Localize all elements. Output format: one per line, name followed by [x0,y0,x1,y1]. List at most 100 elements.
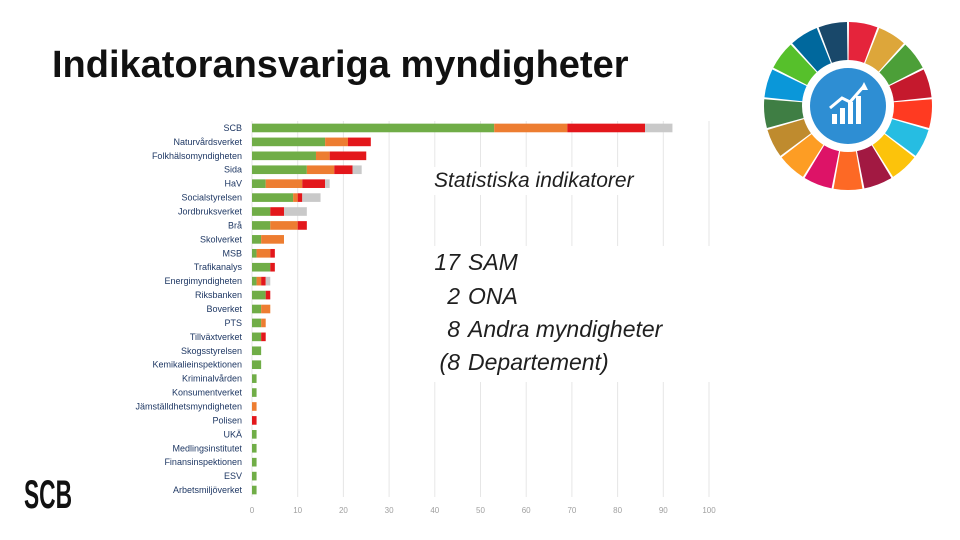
sdg-segment [889,69,932,102]
bar-segment-series-1 [252,165,307,175]
sdg-segment [764,69,807,102]
sdg-segment [885,119,929,156]
category-label: UKÄ [223,429,242,439]
bar-segment-series-1 [252,151,316,161]
sdg-segment [879,44,923,86]
x-tick-label: 20 [339,506,348,515]
bar-segment-series-3 [329,151,367,161]
indicator-count: 8 [447,316,460,342]
category-label: Trafikanalys [194,262,243,272]
bar-segment-series-1 [252,443,257,453]
bar-segment-series-3 [347,137,371,147]
category-label: Jordbruksverket [178,207,243,217]
bar-segment-series-1 [252,290,266,300]
bar-segment-series-3 [270,262,275,272]
x-tick-label: 50 [476,506,485,515]
bar-segment-series-1 [252,318,262,328]
category-label: Polisen [212,415,242,425]
bar-segment-series-2 [306,165,335,175]
x-tick-label: 80 [613,506,622,515]
bar-segment-series-2 [270,221,298,230]
bar-segment-series-2 [252,402,257,411]
bar-segment-series-1 [252,457,257,467]
indicator-summary [418,246,718,382]
indicator-label: Departement) [468,349,609,375]
bar-segment-series-3 [265,290,271,300]
bar-segment-series-1 [252,248,257,258]
bar-segment-series-1 [252,430,257,439]
sdg-segment [764,99,804,129]
x-tick-label: 90 [659,506,668,515]
category-label: Konsumentverket [172,388,243,398]
bar-segment-series-1 [252,304,262,314]
scb-logo: SCB [24,473,72,514]
bar-segment-series-3 [261,332,266,342]
sdg-segment [804,145,840,189]
indicator-label: Andra myndigheter [468,316,663,342]
bar-segment-series-1 [252,179,266,188]
category-label: Skolverket [200,234,243,244]
sdg-segment [833,151,863,191]
bar-segment-series-1 [252,388,257,397]
bar-segment-series-1 [252,137,326,147]
slide-title: Indikatoransvariga myndigheter [52,44,629,86]
x-tick-label: 60 [522,506,531,515]
bar-segment-series-1 [252,374,257,383]
bar-segment-series-1 [252,332,262,342]
bar-segment-series-4 [645,123,673,133]
category-label: HaV [224,179,242,189]
bar-segment-series-1 [252,123,495,133]
indicator-count: (8 [439,349,460,375]
sdg-segment [818,22,848,63]
bar-segment-series-3 [270,248,275,258]
category-label: ESV [224,471,242,481]
bar-segment-series-2 [315,151,330,161]
indicator-count: 17 [434,249,460,275]
bar-segment-series-2 [325,137,348,147]
bar-segment-series-1 [252,193,294,202]
category-label: Socialstyrelsen [181,193,242,203]
sdg-segment [792,28,831,72]
category-label: Finansinspektionen [164,457,242,467]
bar-segment-series-1 [252,235,262,244]
x-tick-label: 10 [293,506,302,515]
indicator-row-sam: 17 SAM [424,249,724,276]
bar-segment-series-1 [252,207,271,216]
category-label: Skogsstyrelsen [181,346,242,356]
bar-segment-series-1 [252,276,257,286]
x-tick-label: 0 [250,506,255,515]
bar-segment-series-4 [302,193,321,202]
bar-segment-series-4 [283,207,307,216]
bar-segment-series-2 [261,235,284,244]
bar-segment-series-4 [265,276,271,286]
category-label: PTS [224,318,242,328]
sdg-wheel [764,22,932,191]
category-label: Sida [224,165,242,175]
category-label: Kemikalieinspektionen [152,360,242,370]
category-label: Kriminalvården [182,374,242,384]
scb-logo-text: SCB [24,473,72,514]
bar-segment-series-1 [252,262,271,272]
indicator-row-ona: 2 ONA [424,283,724,310]
category-label: Riksbanken [195,290,242,300]
bar-segment-series-2 [261,318,266,328]
category-label: Folkhälsomyndigheten [152,151,242,161]
sdg-wheel-segments [764,22,932,191]
bar-segment-series-3 [297,221,307,230]
sdg-segment [872,134,915,177]
bar-segment-series-1 [252,346,262,356]
callout-title: Statistiska indikatorer [430,167,638,195]
bar-segment-series-2 [256,276,262,286]
sdg-segment [773,44,817,86]
bar-segment-series-1 [252,471,257,481]
sdg-segment [865,28,904,72]
indicator-label: SAM [468,249,518,275]
bar-segment-series-4 [352,165,362,175]
bar-segment-series-1 [252,360,262,370]
x-tick-label: 40 [430,506,439,515]
sdg-segment [781,134,824,177]
sdg-segment [892,99,932,129]
bar-segment-series-3 [252,416,257,425]
bar-segment-series-3 [270,207,284,216]
bar-segment-series-1 [252,485,257,495]
